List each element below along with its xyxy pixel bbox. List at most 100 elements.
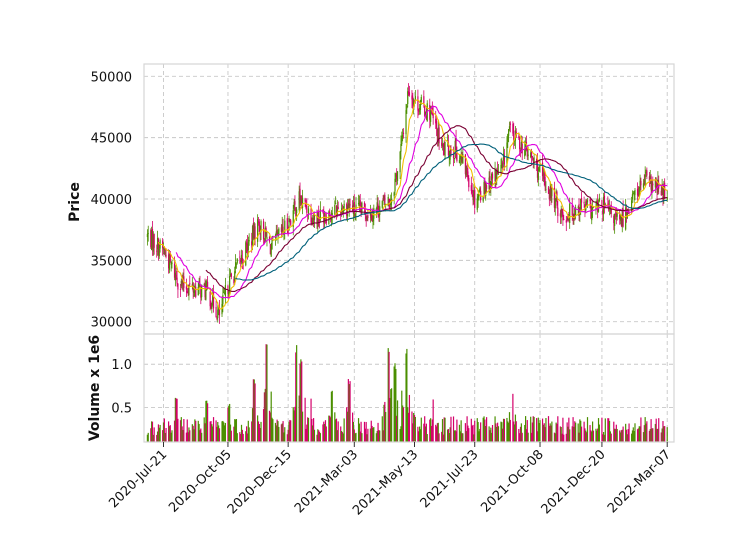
candle-body: [591, 207, 594, 210]
candle-body: [608, 206, 611, 209]
volume-bar: [210, 421, 212, 442]
candle-body: [578, 203, 580, 214]
candle-body: [568, 218, 570, 222]
candle-body: [571, 205, 573, 216]
candle-body: [417, 96, 419, 111]
candle-body: [209, 292, 211, 307]
candle-body: [245, 242, 247, 266]
volume-bar: [491, 432, 493, 442]
candle-body: [583, 201, 585, 204]
candle-body: [407, 91, 410, 95]
candle-body: [158, 248, 160, 257]
candle-body: [402, 132, 405, 135]
volume-bar: [521, 432, 523, 442]
candles: [146, 83, 668, 324]
candle-body: [530, 152, 532, 158]
price-tick-label: 45000: [91, 132, 132, 147]
price-axis-label: Price: [67, 182, 83, 222]
volume-bar: [304, 397, 306, 442]
volume-bar: [568, 417, 570, 442]
candle-body: [347, 203, 349, 208]
volume-axis-label: Volume x 1e6: [87, 335, 103, 441]
candle-body: [254, 226, 256, 240]
candle-body: [277, 232, 279, 236]
volume-bar: [293, 410, 295, 442]
volume-bar: [574, 421, 576, 442]
candle-body: [551, 189, 553, 197]
candle-body: [187, 291, 189, 294]
candle-body: [501, 163, 503, 168]
volume-bar: [419, 426, 421, 442]
volume-bar: [263, 392, 266, 442]
candle-body: [381, 200, 383, 208]
candle-body: [375, 208, 377, 210]
candle-body: [167, 254, 170, 269]
volume-bar: [621, 429, 623, 442]
volume-bar: [604, 418, 606, 442]
volume-bar: [435, 424, 437, 442]
volume-bar: [598, 424, 600, 442]
volume-bar: [252, 379, 254, 442]
volume-bar: [307, 417, 310, 442]
volume-bar: [217, 422, 219, 442]
candle-body: [563, 219, 565, 220]
volume-bars: [146, 344, 668, 442]
volume-bar: [461, 433, 463, 442]
volume-bar: [222, 420, 224, 442]
candle-body: [414, 96, 416, 100]
candle-body: [288, 218, 290, 231]
volume-bar: [424, 416, 426, 442]
volume-bar: [307, 417, 309, 442]
volume-bar: [562, 417, 564, 442]
volume-bar: [234, 419, 237, 442]
candle-body: [485, 187, 487, 196]
volume-bar: [575, 422, 577, 442]
candle-body: [310, 208, 312, 223]
volume-bar: [596, 430, 598, 442]
volume-bar: [331, 390, 333, 442]
volume-bar: [477, 422, 479, 442]
volume-bar: [295, 352, 297, 442]
candle-body: [175, 274, 177, 278]
volume-bar: [622, 426, 624, 442]
volume-bar: [636, 429, 639, 442]
volume-bar: [411, 411, 413, 442]
volume-bar: [656, 428, 658, 442]
candle-body: [544, 176, 546, 187]
candle-body: [370, 211, 372, 219]
price-tick-label: 35000: [91, 254, 132, 269]
candle-body: [631, 200, 633, 212]
candle-body: [317, 212, 319, 228]
candle-body: [363, 202, 366, 209]
volume-bar: [518, 428, 520, 442]
volume-bar: [372, 427, 374, 442]
volume-bar: [408, 394, 411, 442]
candle-body: [625, 209, 628, 215]
candle-body: [290, 220, 292, 225]
volume-bar: [300, 359, 302, 442]
volume-bar: [489, 430, 491, 442]
candle-body: [253, 223, 255, 239]
volume-bar: [212, 417, 215, 442]
volume-bar: [324, 423, 326, 442]
candle-body: [485, 185, 488, 189]
candle-body: [438, 127, 440, 144]
volume-bar: [223, 422, 225, 442]
candle-body: [580, 198, 583, 203]
volume-bar: [509, 419, 511, 442]
volume-bar: [191, 424, 193, 442]
volume-bar: [561, 433, 563, 442]
candle-body: [222, 295, 224, 305]
volume-bar: [631, 430, 634, 442]
volume-bar: [305, 428, 307, 442]
volume-bar: [197, 420, 199, 442]
volume-bar: [400, 426, 402, 442]
volume-bar: [520, 423, 522, 442]
volume-bar: [565, 433, 567, 442]
volume-bar: [216, 426, 218, 442]
candle-body: [276, 230, 278, 233]
candle-body: [654, 179, 656, 188]
candle-body: [393, 192, 395, 197]
candle-body: [542, 173, 545, 175]
volume-bar: [296, 345, 298, 442]
